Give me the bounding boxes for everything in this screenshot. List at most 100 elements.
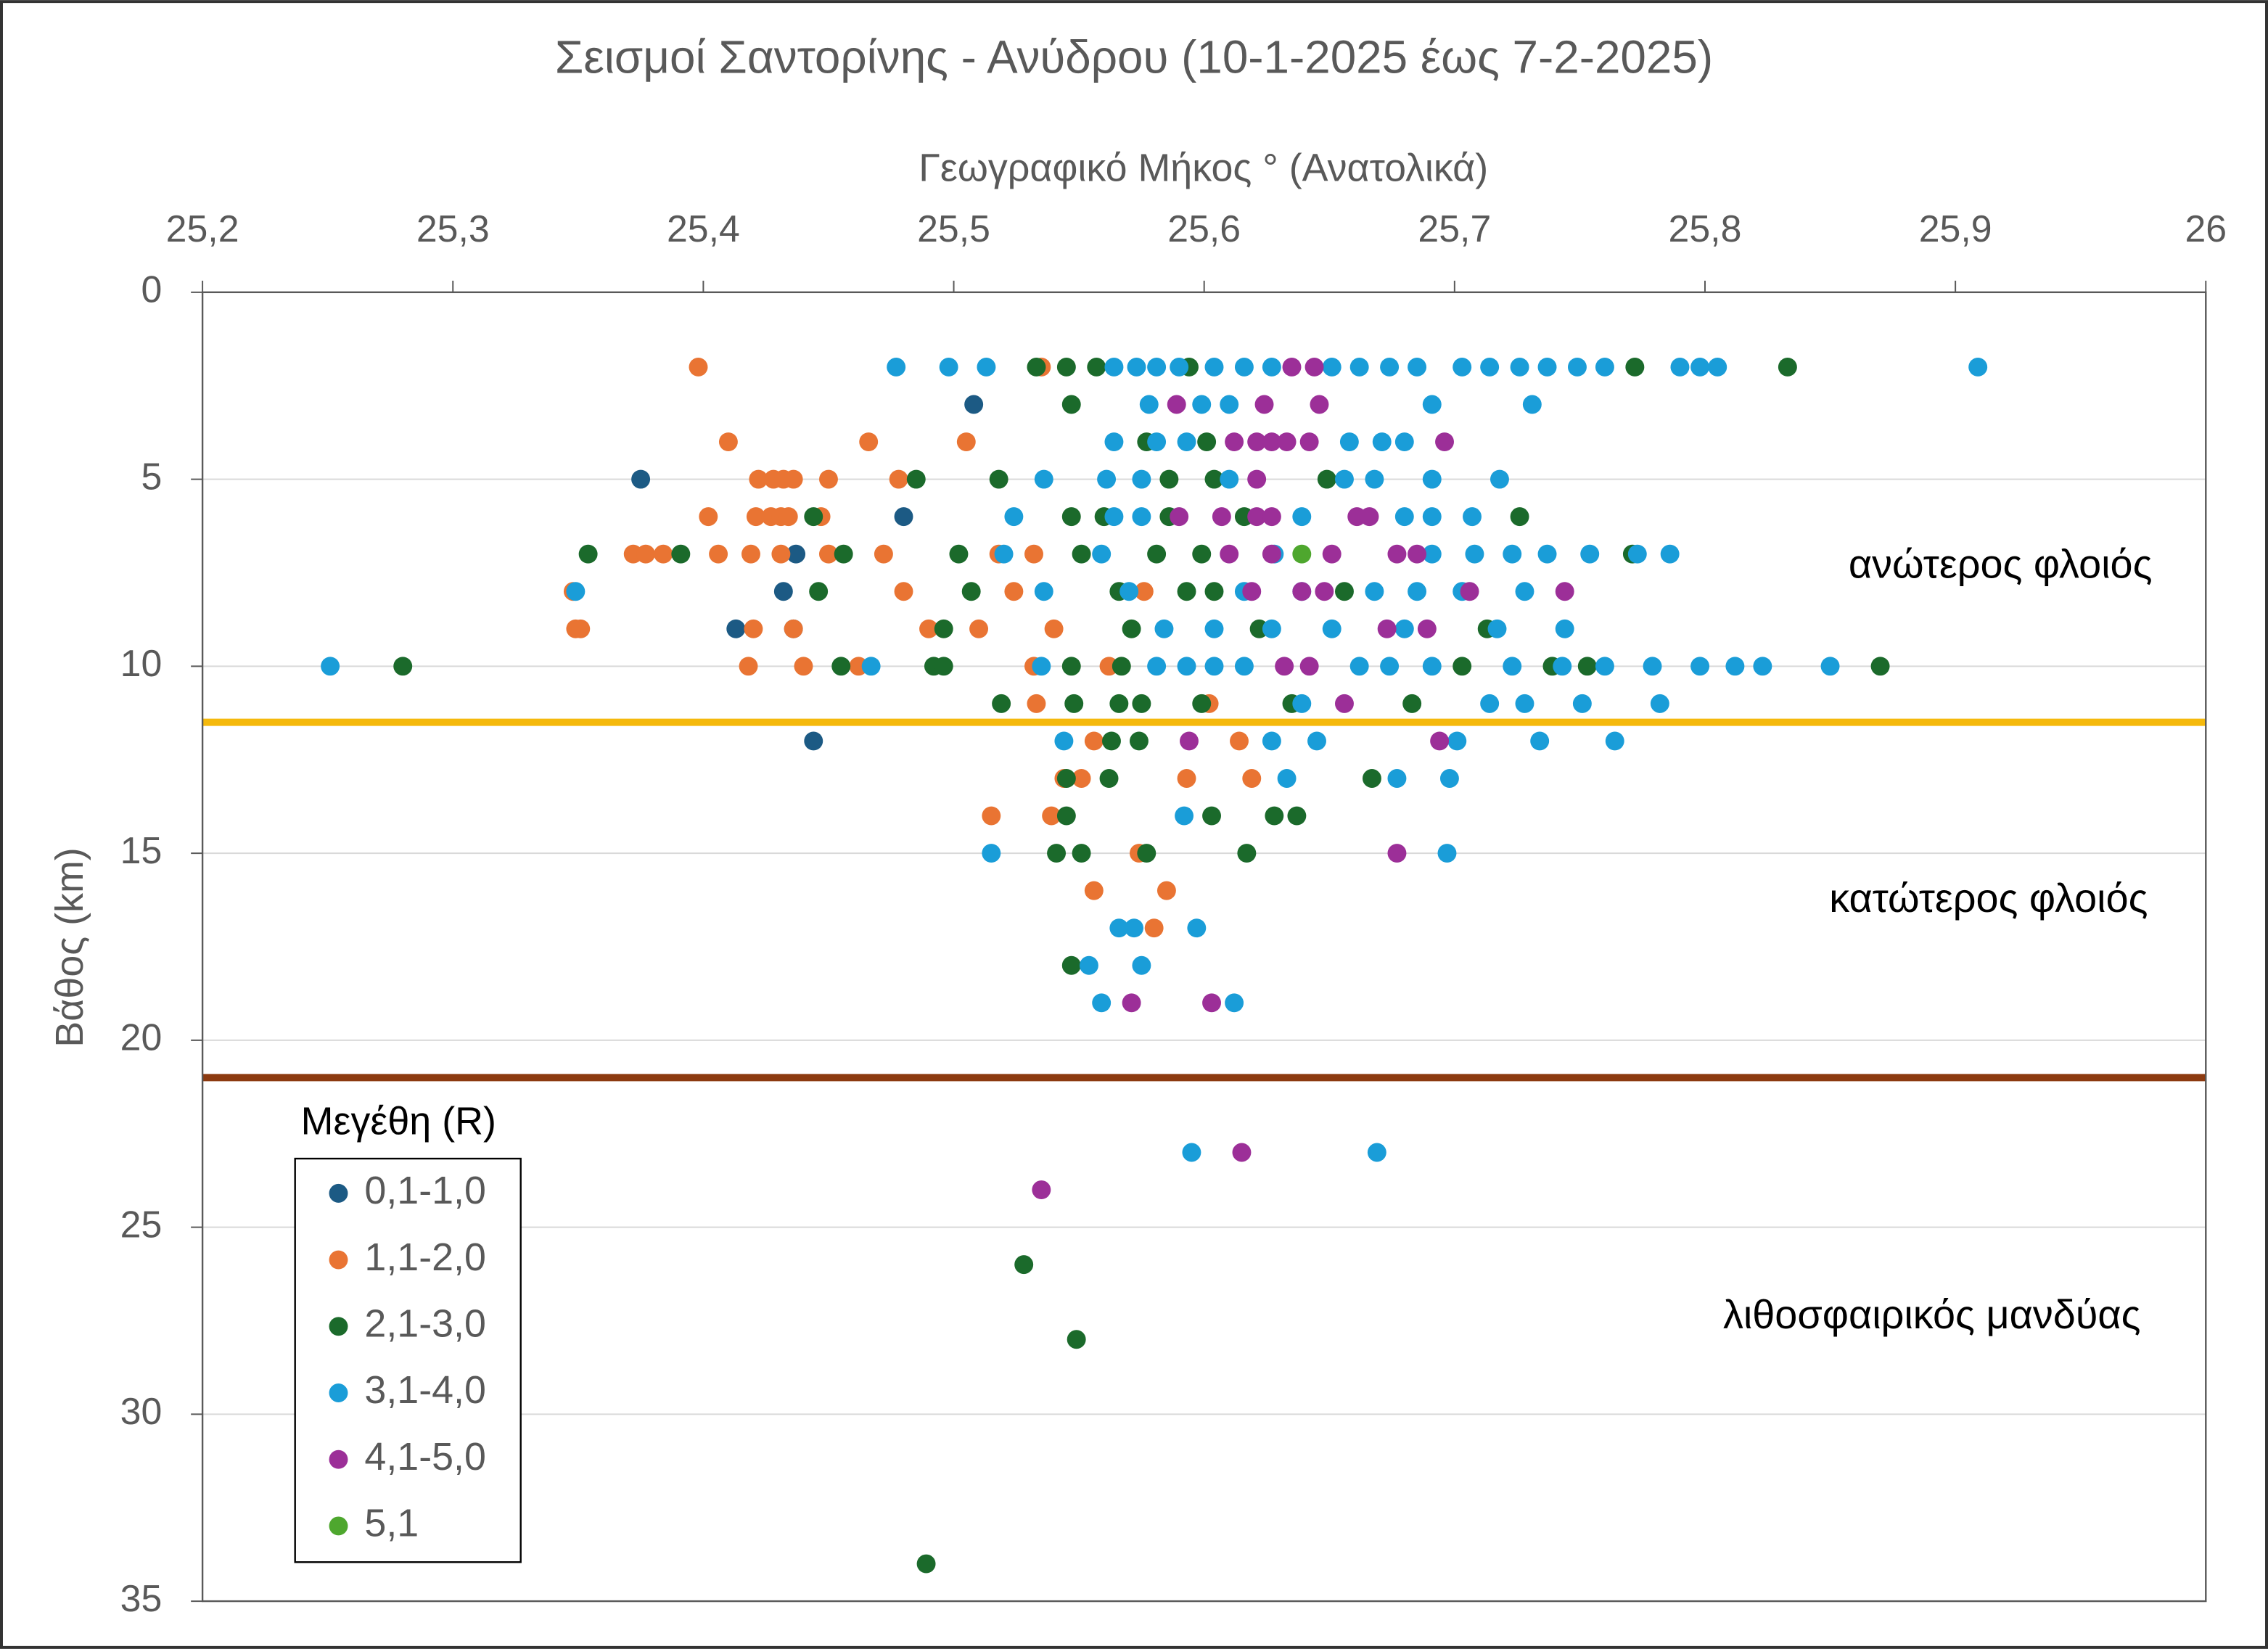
scatter-point	[1463, 507, 1482, 527]
scatter-point	[859, 432, 879, 452]
scatter-point	[919, 619, 938, 638]
scatter-point	[1202, 806, 1222, 826]
scatter-point	[1242, 769, 1262, 788]
scatter-point	[321, 657, 340, 676]
scatter-point	[1061, 657, 1081, 676]
scatter-point	[1422, 395, 1442, 414]
scatter-point	[1204, 469, 1224, 489]
scatter-point	[1292, 694, 1312, 713]
scatter-point	[1522, 395, 1542, 414]
scatter-point	[571, 619, 591, 638]
scatter-point	[1230, 731, 1249, 751]
scatter-point	[1650, 694, 1669, 713]
scatter-point	[949, 544, 969, 564]
scatter-point	[1277, 432, 1297, 452]
scatter-point	[1004, 582, 1024, 601]
x-tick-label: 25,3	[416, 207, 490, 250]
scatter-point	[1159, 469, 1179, 489]
legend-label: 3,1-4,0	[364, 1368, 486, 1412]
scatter-point	[1377, 619, 1397, 638]
scatter-point	[1422, 657, 1442, 676]
scatter-point	[1708, 357, 1727, 377]
scatter-point	[1690, 657, 1710, 676]
scatter-point	[631, 469, 651, 489]
scatter-point	[1394, 619, 1414, 638]
scatter-point	[861, 657, 881, 676]
scatter-point	[1156, 881, 1176, 900]
scatter-point	[894, 507, 913, 527]
scatter-point	[726, 619, 746, 638]
scatter-point	[739, 657, 758, 676]
scatter-point	[1034, 582, 1053, 601]
scatter-point	[1109, 694, 1129, 713]
scatter-point	[1147, 544, 1167, 564]
scatter-point	[1503, 544, 1522, 564]
scatter-point	[1084, 731, 1104, 751]
scatter-point	[1144, 918, 1164, 938]
scatter-point	[1102, 731, 1121, 751]
scatter-point	[1487, 619, 1507, 638]
scatter-point	[1072, 844, 1091, 863]
scatter-point	[1170, 507, 1189, 527]
scatter-point	[1870, 657, 1890, 676]
scatter-point	[689, 357, 708, 377]
scatter-point	[1024, 544, 1043, 564]
scatter-point	[1061, 955, 1081, 975]
legend-label: 1,1-2,0	[364, 1235, 486, 1279]
scatter-point	[1177, 432, 1196, 452]
scatter-point	[1220, 395, 1239, 414]
x-tick-label: 25,8	[1669, 207, 1742, 250]
scatter-point	[1277, 769, 1297, 788]
scatter-point	[794, 657, 813, 676]
scatter-point	[1137, 844, 1156, 863]
scatter-point	[961, 582, 981, 601]
scatter-point	[1480, 357, 1500, 377]
scatter-point	[1408, 357, 1427, 377]
scatter-point	[1139, 395, 1159, 414]
scatter-point	[939, 357, 958, 377]
scatter-point	[1394, 432, 1414, 452]
scatter-point	[1092, 544, 1112, 564]
scatter-point	[773, 582, 793, 601]
scatter-point	[1192, 395, 1212, 414]
x-tick-label: 25,2	[166, 207, 239, 250]
legend-title: Μεγέθη (R)	[301, 1099, 496, 1143]
scatter-point	[1660, 544, 1680, 564]
scatter-point	[934, 657, 953, 676]
scatter-point	[1234, 357, 1254, 377]
scatter-point	[1510, 357, 1529, 377]
scatter-point	[1503, 657, 1522, 676]
scatter-point	[1056, 357, 1076, 377]
scatter-point	[1242, 582, 1262, 601]
scatter-point	[1437, 844, 1457, 863]
scatter-point	[1349, 357, 1369, 377]
scatter-point	[1605, 731, 1624, 751]
legend-label: 2,1-3,0	[364, 1302, 486, 1346]
scatter-point	[1254, 395, 1274, 414]
scatter-point	[1262, 432, 1281, 452]
scatter-point	[994, 544, 1014, 564]
y-tick-label: 30	[120, 1390, 163, 1432]
scatter-point	[804, 731, 823, 751]
scatter-point	[1262, 731, 1281, 751]
scatter-point	[1125, 918, 1144, 938]
scatter-point	[934, 619, 953, 638]
scatter-point	[566, 582, 586, 601]
scatter-point	[1580, 544, 1600, 564]
scatter-point	[709, 544, 728, 564]
scatter-point	[1380, 357, 1400, 377]
legend-label: 0,1-1,0	[364, 1169, 486, 1212]
scatter-point	[1537, 544, 1557, 564]
scatter-point	[1054, 731, 1074, 751]
scatter-point	[1299, 432, 1319, 452]
x-tick-label: 25,4	[667, 207, 740, 250]
scatter-point	[1282, 357, 1302, 377]
scatter-point	[1204, 357, 1224, 377]
scatter-point	[1099, 769, 1119, 788]
y-tick-label: 35	[120, 1577, 163, 1619]
scatter-point	[671, 544, 691, 564]
scatter-point	[992, 694, 1011, 713]
scatter-point	[1180, 731, 1199, 751]
scatter-point	[578, 544, 598, 564]
scatter-point	[1204, 619, 1224, 638]
